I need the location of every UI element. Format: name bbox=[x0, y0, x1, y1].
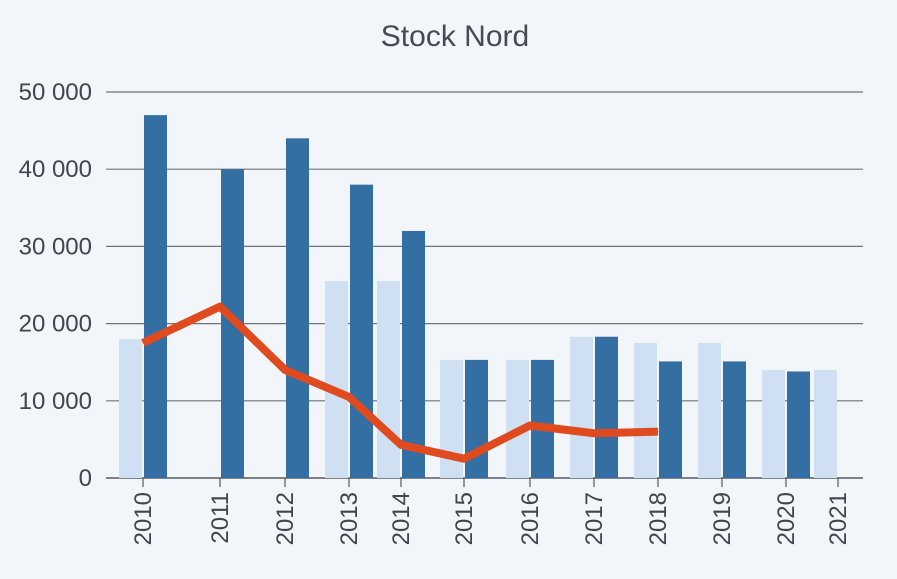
line-point-2011 bbox=[219, 306, 221, 308]
y-tick-label: 20 000 bbox=[19, 311, 92, 338]
x-tick-label: 2018 bbox=[645, 492, 672, 545]
bar-light-2013 bbox=[325, 281, 348, 478]
bar-light-2019 bbox=[698, 342, 721, 478]
x-tick-label: 2017 bbox=[581, 492, 608, 545]
y-tick-label: 50 000 bbox=[19, 79, 92, 106]
bar-dark-2019 bbox=[723, 361, 746, 478]
bar-light-2020 bbox=[762, 369, 785, 478]
bar-dark-2013 bbox=[350, 184, 373, 478]
y-tick-label: 0 bbox=[79, 465, 92, 492]
y-tick-label: 10 000 bbox=[19, 388, 92, 415]
bar-light-2014 bbox=[377, 281, 400, 478]
y-tick-label: 30 000 bbox=[19, 233, 92, 260]
x-tick-label: 2015 bbox=[451, 492, 478, 545]
x-tick-label: 2011 bbox=[207, 492, 234, 544]
bar-light-2017 bbox=[570, 336, 593, 478]
bar-light-2021 bbox=[814, 369, 837, 478]
bar-dark-2014 bbox=[402, 230, 425, 478]
bar-dark-2016 bbox=[531, 359, 554, 478]
bar-light-2018 bbox=[634, 342, 657, 478]
bar-dark-2020 bbox=[787, 371, 810, 478]
x-tick-label: 2012 bbox=[272, 492, 299, 545]
bar-dark-2010 bbox=[144, 115, 167, 478]
line-point-2014 bbox=[400, 444, 402, 446]
bar-dark-2012 bbox=[286, 138, 309, 478]
line-point-2013 bbox=[348, 396, 350, 398]
y-tick-label: 40 000 bbox=[19, 156, 92, 183]
x-tick-label: 2013 bbox=[336, 492, 363, 545]
bar-light-2016 bbox=[506, 359, 529, 478]
line-point-2017 bbox=[593, 432, 595, 434]
bar-dark-2017 bbox=[595, 336, 618, 478]
bar-light-2015 bbox=[440, 359, 463, 478]
x-tick-label: 2019 bbox=[709, 492, 736, 545]
bar-dark-2018 bbox=[659, 361, 682, 478]
bar-light-2010 bbox=[119, 339, 142, 478]
x-tick-label: 2010 bbox=[130, 492, 157, 545]
x-tick-label: 2020 bbox=[773, 492, 800, 545]
line-point-2012 bbox=[284, 369, 286, 371]
x-tick-label: 2014 bbox=[388, 492, 415, 545]
line-point-2010 bbox=[142, 342, 144, 344]
line-point-2016 bbox=[529, 425, 531, 427]
x-tick-label: 2021 bbox=[825, 492, 852, 545]
line-point-2015 bbox=[463, 458, 465, 460]
line-point-2018 bbox=[657, 431, 659, 433]
x-tick-label: 2016 bbox=[517, 492, 544, 545]
chart-title: Stock Nord bbox=[380, 20, 530, 53]
